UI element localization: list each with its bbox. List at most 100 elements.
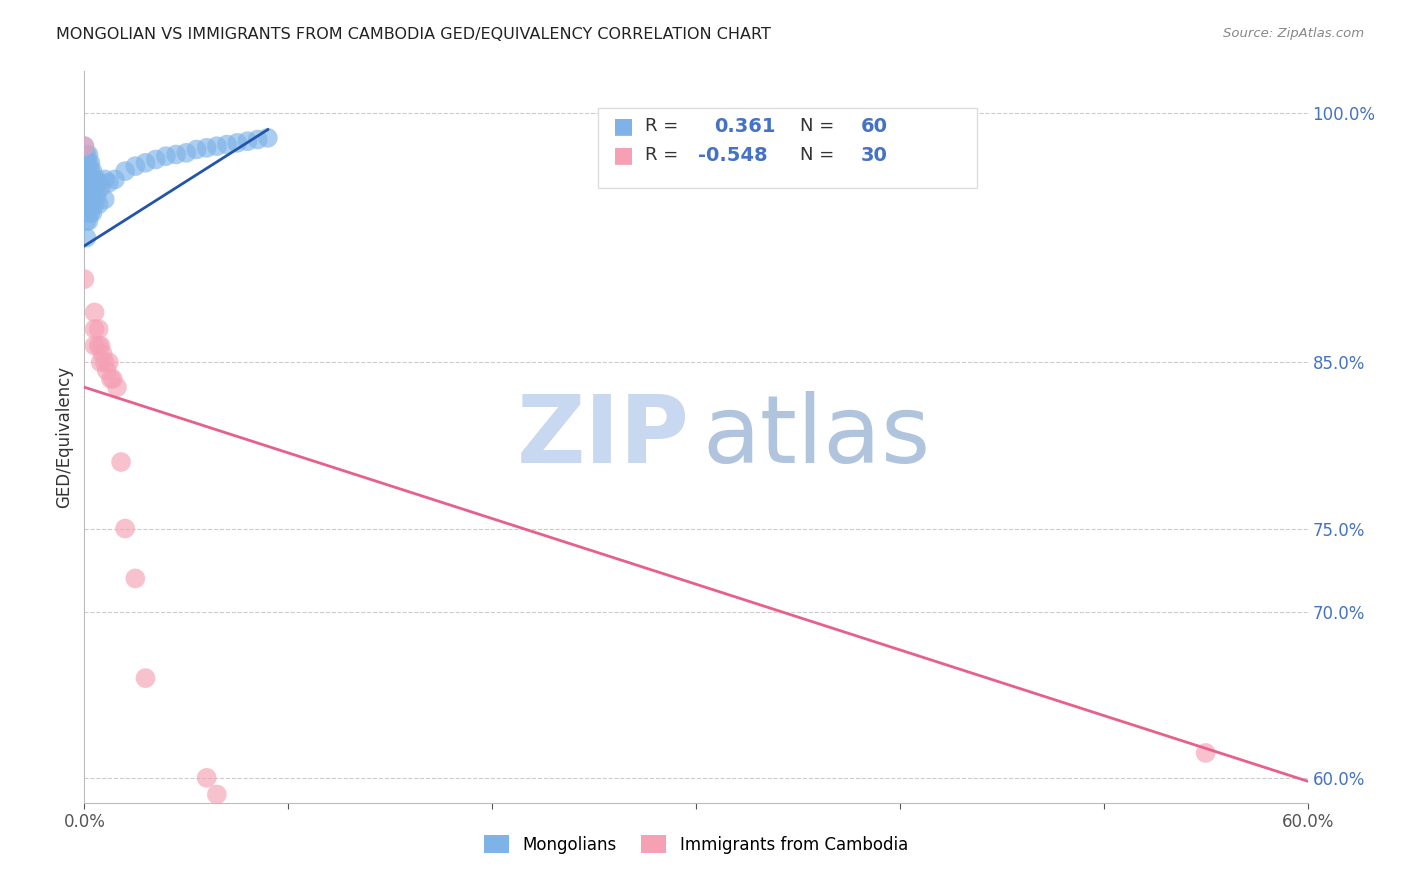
Point — [83, 172, 105, 186]
Point — [145, 153, 167, 167]
Text: R =: R = — [644, 117, 678, 136]
Point — [90, 180, 112, 194]
Point — [75, 230, 97, 244]
Point — [226, 136, 249, 150]
Point — [83, 322, 105, 336]
Point — [257, 131, 280, 145]
Point — [135, 671, 157, 685]
Point — [205, 139, 228, 153]
Y-axis label: GED/Equivalency: GED/Equivalency — [55, 366, 73, 508]
Point — [73, 147, 96, 161]
Point — [101, 372, 124, 386]
Text: MONGOLIAN VS IMMIGRANTS FROM CAMBODIA GED/EQUIVALENCY CORRELATION CHART: MONGOLIAN VS IMMIGRANTS FROM CAMBODIA GE… — [56, 27, 770, 42]
Point — [75, 197, 97, 211]
Text: 0.361: 0.361 — [714, 117, 776, 136]
Point — [82, 189, 104, 203]
Point — [124, 571, 146, 585]
Point — [217, 137, 239, 152]
Point — [82, 164, 104, 178]
Point — [93, 172, 115, 186]
Point — [155, 149, 177, 163]
Point — [73, 155, 96, 169]
Point — [77, 197, 100, 211]
Point — [104, 172, 127, 186]
Point — [399, 821, 422, 835]
Text: R =: R = — [644, 146, 678, 164]
Point — [75, 147, 97, 161]
Point — [318, 821, 340, 835]
Text: N =: N = — [800, 146, 834, 164]
Point — [73, 172, 96, 186]
Point — [79, 197, 101, 211]
Point — [87, 338, 110, 352]
Text: ZIP: ZIP — [517, 391, 690, 483]
Point — [522, 838, 544, 852]
Text: 60: 60 — [860, 117, 889, 136]
Point — [73, 272, 96, 286]
Point — [75, 155, 97, 169]
Point — [236, 134, 259, 148]
Point — [110, 455, 132, 469]
Point — [82, 205, 104, 219]
Point — [165, 147, 187, 161]
Point — [79, 205, 101, 219]
Point — [195, 771, 218, 785]
Point — [174, 145, 197, 160]
Point — [205, 788, 228, 802]
Point — [73, 139, 96, 153]
Point — [83, 305, 105, 319]
Point — [87, 197, 110, 211]
Text: Source: ZipAtlas.com: Source: ZipAtlas.com — [1223, 27, 1364, 40]
Point — [96, 363, 118, 377]
Point — [90, 355, 112, 369]
Point — [79, 164, 101, 178]
Point — [73, 205, 96, 219]
Point — [91, 347, 114, 361]
Point — [73, 180, 96, 194]
Text: -0.548: -0.548 — [699, 146, 768, 165]
Point — [135, 155, 157, 169]
Text: ■: ■ — [613, 145, 634, 166]
Point — [75, 172, 97, 186]
Point — [75, 189, 97, 203]
Point — [77, 205, 100, 219]
Legend: Mongolians, Immigrants from Cambodia: Mongolians, Immigrants from Cambodia — [477, 829, 915, 860]
Text: N =: N = — [800, 117, 834, 136]
Point — [75, 164, 97, 178]
Point — [440, 829, 463, 843]
Point — [73, 139, 96, 153]
Point — [75, 214, 97, 228]
Bar — [598, 108, 977, 188]
Point — [277, 813, 299, 827]
Point — [83, 180, 105, 194]
Point — [1195, 746, 1218, 760]
Text: atlas: atlas — [702, 391, 931, 483]
Point — [706, 854, 728, 868]
Point — [86, 172, 108, 186]
Point — [73, 189, 96, 203]
Text: ■: ■ — [613, 116, 634, 136]
Point — [73, 164, 96, 178]
Point — [79, 155, 101, 169]
Point — [77, 172, 100, 186]
Point — [114, 521, 136, 535]
Point — [97, 355, 120, 369]
Point — [195, 141, 218, 155]
Point — [246, 132, 269, 146]
Point — [77, 155, 100, 169]
Point — [79, 180, 101, 194]
Point — [82, 172, 104, 186]
Point — [87, 322, 110, 336]
Point — [93, 192, 115, 206]
Point — [87, 176, 110, 190]
Text: 30: 30 — [860, 146, 889, 165]
Point — [83, 338, 105, 352]
Point — [83, 197, 105, 211]
Point — [77, 180, 100, 194]
Point — [75, 180, 97, 194]
Point — [114, 164, 136, 178]
Point — [186, 143, 208, 157]
Point — [644, 846, 666, 860]
Point — [105, 380, 128, 394]
Point — [77, 214, 100, 228]
